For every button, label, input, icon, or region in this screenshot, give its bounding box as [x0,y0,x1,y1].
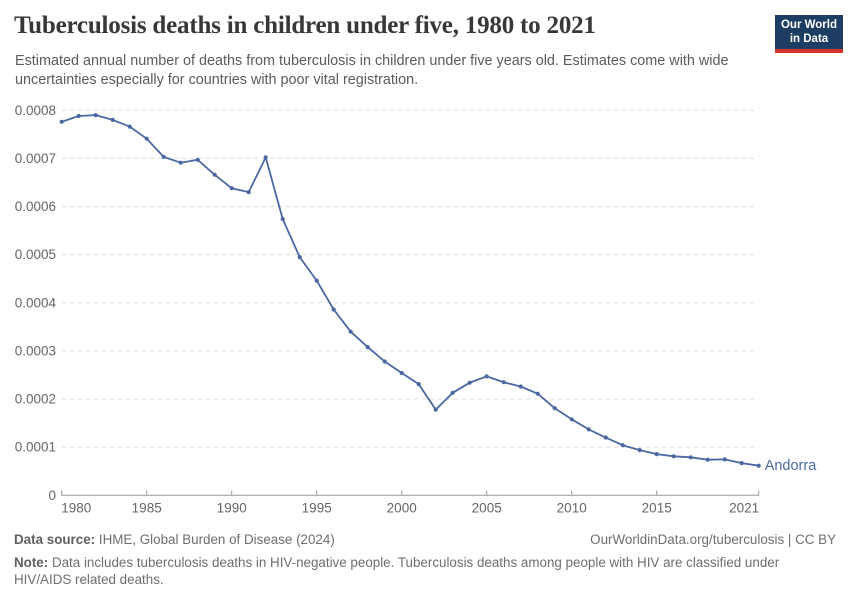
chart-subtitle: Estimated annual number of deaths from t… [15,53,729,88]
line-chart-canvas[interactable]: 0 0.0001 0.0002 0.0003 0.0004 0.0005 0.0006 0.0… [0,90,850,525]
data-point-marker [552,406,557,411]
note-text: Data includes tuberculosis deaths in HIV… [14,555,780,587]
data-point-marker [739,461,744,466]
license-link[interactable]: OurWorldinData.org/tuberculosis | CC BY [590,531,836,548]
data-point-marker [569,417,574,422]
data-point-marker [467,380,472,385]
x-tick-label: 2010 [557,500,587,515]
data-source-text: IHME, Global Burden of Disease (2024) [95,532,335,547]
x-tick-label: 2005 [472,500,502,515]
y-tick-label: 0.0008 [15,103,56,118]
owid-logo-line2: in Data [789,32,829,45]
data-point-marker [399,370,404,376]
data-point-marker [229,186,234,191]
y-tick-label: 0.0002 [15,392,56,407]
data-point-marker [161,154,166,159]
data-point-marker [110,117,115,122]
data-point-marker [59,119,64,124]
series-entity-label[interactable]: Andorra [765,458,818,474]
data-point-marker [501,380,506,385]
y-tick-label: 0.0004 [15,295,57,310]
data-point-marker [93,113,98,118]
x-tick-label: 2021 [729,500,759,515]
data-point-marker [484,374,489,379]
x-tick-label: 1990 [217,500,247,515]
data-point-marker [433,407,438,412]
chart-footer: Data source: IHME, Global Burden of Dise… [14,531,836,588]
data-point-marker [178,160,183,165]
data-point-marker [620,443,625,448]
y-tick-label: 0.0001 [15,440,56,455]
data-source-label: Data source: [14,532,96,547]
data-point-marker [144,136,149,141]
x-tick-label: 2015 [642,500,672,515]
x-tick-label: 1980 [61,500,91,515]
page-title: Tuberculosis deaths in children under fi… [14,12,596,39]
y-tick-label: 0.0006 [15,199,56,214]
data-point-marker [348,329,353,334]
data-point-marker [586,427,591,432]
data-point-marker [382,359,387,364]
data-point-marker [331,307,336,312]
data-point-marker [654,452,659,457]
x-tick-label: 1985 [132,500,162,515]
data-point-marker [263,155,268,160]
data-point-marker [637,448,642,453]
data-point-marker [212,172,217,177]
y-tick-label: 0.0007 [15,151,56,166]
chart-note: Note: Data includes tuberculosis deaths … [14,554,836,588]
data-source: Data source: IHME, Global Burden of Dise… [14,531,335,548]
data-point-marker [756,463,761,468]
license-link-text[interactable]: OurWorldinData.org/tuberculosis | CC BY [590,532,836,547]
data-point-marker [705,457,710,462]
data-point-marker [518,384,523,389]
data-point-marker [722,457,727,462]
data-point-marker [671,454,676,459]
y-tick-label: 0 [48,488,56,503]
x-tick-label: 1995 [302,500,332,515]
y-tick-label: 0.0005 [15,247,56,262]
data-point-marker [280,216,285,222]
owid-logo-line1: Our World [780,19,837,31]
data-point-marker [314,278,319,283]
owid-logo[interactable]: Our World in Data [775,15,843,53]
data-point-marker [416,382,421,387]
note-label: Note: [14,555,49,570]
x-tick-label: 2000 [387,500,417,515]
data-point-marker [450,390,455,395]
data-point-marker [688,455,693,460]
data-point-marker [246,190,251,195]
data-point-marker [195,157,200,162]
y-tick-label: 0.0003 [15,343,56,358]
data-point-marker [297,255,302,260]
data-point-marker [365,345,370,350]
data-point-marker [535,391,540,396]
data-point-marker [76,113,81,119]
data-point-marker [603,435,608,440]
data-point-marker [127,124,132,129]
series-line[interactable] [60,114,760,467]
